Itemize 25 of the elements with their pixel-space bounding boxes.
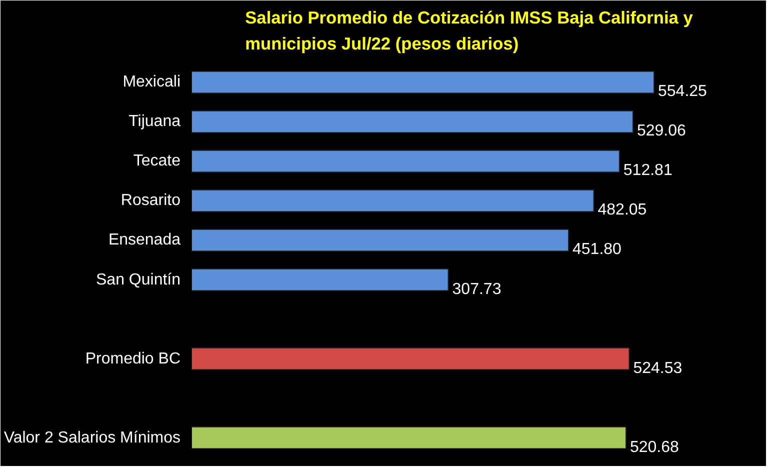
bar (192, 110, 634, 134)
y-tick-label: San Quintín (96, 271, 180, 288)
bar (192, 189, 594, 212)
bar (192, 150, 620, 173)
bar (192, 268, 449, 292)
data-label: 520.68 (630, 438, 680, 456)
data-label: 307.73 (452, 280, 502, 298)
y-tick-label: Valor 2 Salarios Mínimos (4, 429, 180, 446)
y-tick-label: Rosarito (120, 192, 181, 210)
bar (192, 70, 654, 94)
data-label: 524.53 (633, 360, 682, 377)
data-label: 512.81 (623, 162, 672, 180)
data-label: 554.25 (658, 83, 708, 100)
y-tick-label: Tecate (133, 152, 181, 170)
bar (192, 347, 630, 370)
bar (192, 228, 570, 252)
y-tick-label: Mexicali (122, 74, 181, 91)
data-label: 529.06 (636, 122, 686, 140)
y-tick-label: Promedio BC (85, 350, 181, 368)
data-label: 482.05 (598, 202, 647, 219)
data-label: 451.80 (572, 241, 622, 258)
bar (192, 426, 626, 450)
y-tick-label: Tijuana (128, 113, 181, 130)
chart-title: Salario Promedio de Cotización IMSS Baja California y municipios Jul/22 (pesos diarios) (245, 8, 694, 54)
y-tick-label: Ensenada (108, 232, 181, 249)
